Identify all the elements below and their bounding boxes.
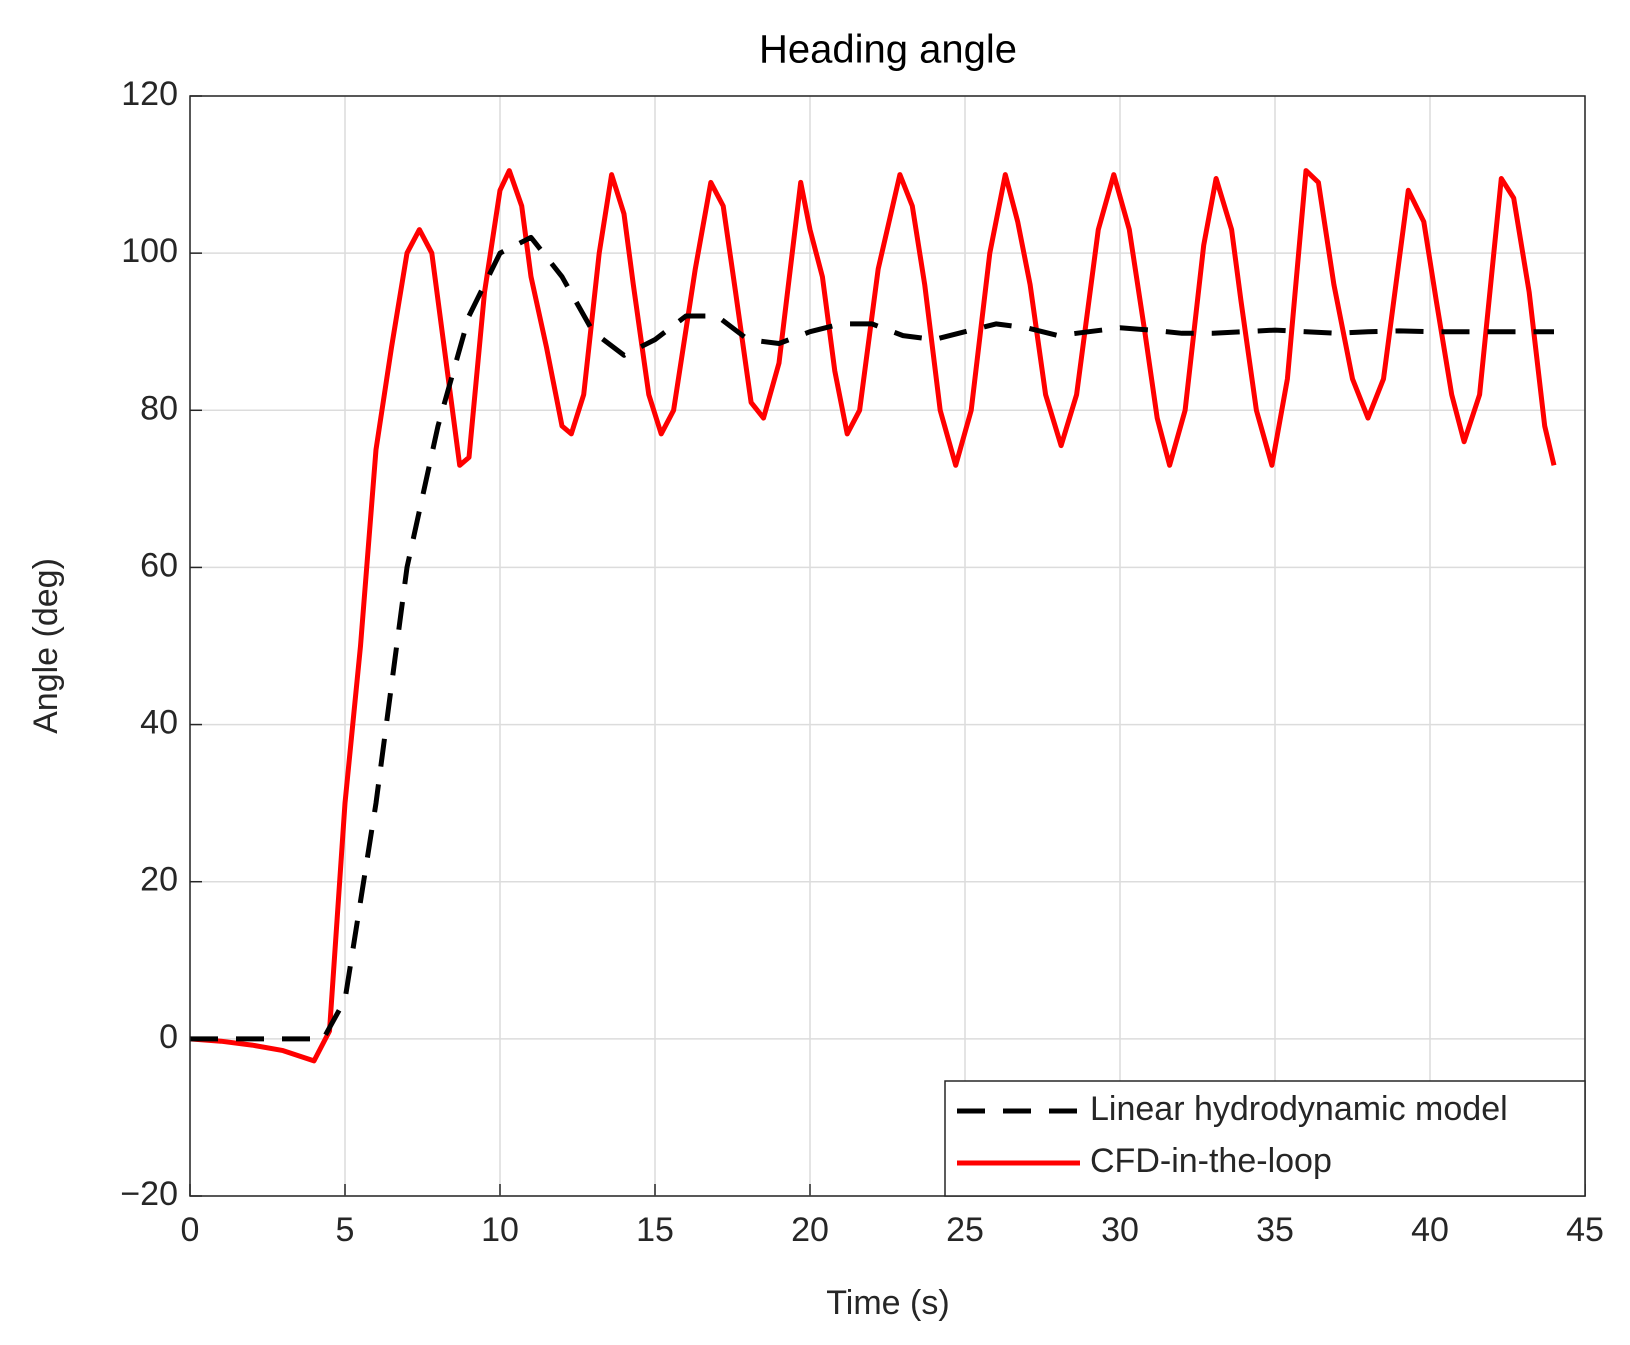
legend-box [944, 1080, 1586, 1197]
y-axis-label: Angle (deg) [27, 558, 65, 734]
legend-label: Linear hydrodynamic model [1090, 1090, 1508, 1128]
x-tick-label: 30 [1101, 1211, 1139, 1249]
series-line [190, 234, 1554, 1042]
x-axis-label: Time (s) [826, 1284, 949, 1322]
chart-title: Heading angle [759, 28, 1017, 72]
plot-frame [189, 95, 1586, 1197]
x-tick-label: 0 [181, 1211, 200, 1249]
x-tick-label: 35 [1256, 1211, 1294, 1249]
legend-label: CFD-in-the-loop [1090, 1142, 1332, 1180]
plot-area [190, 96, 1585, 1196]
y-tick-label: 0 [159, 1018, 178, 1056]
y-tick-label: 120 [121, 75, 178, 113]
y-tick-label: 80 [140, 389, 178, 427]
y-tick-label: −20 [120, 1175, 178, 1213]
x-tick-label: 25 [946, 1211, 984, 1249]
y-tick-label: 20 [140, 861, 178, 899]
y-tick-label: 100 [121, 232, 178, 270]
x-tick-label: 5 [336, 1211, 355, 1249]
y-tick-label: 40 [140, 704, 178, 742]
x-tick-label: 20 [791, 1211, 829, 1249]
series-line [189, 168, 1557, 1064]
x-tick-label: 10 [481, 1211, 519, 1249]
y-tick-label: 60 [140, 546, 178, 584]
x-tick-label: 15 [636, 1211, 674, 1249]
x-tick-label: 45 [1566, 1211, 1604, 1249]
x-tick-label: 40 [1411, 1211, 1449, 1249]
